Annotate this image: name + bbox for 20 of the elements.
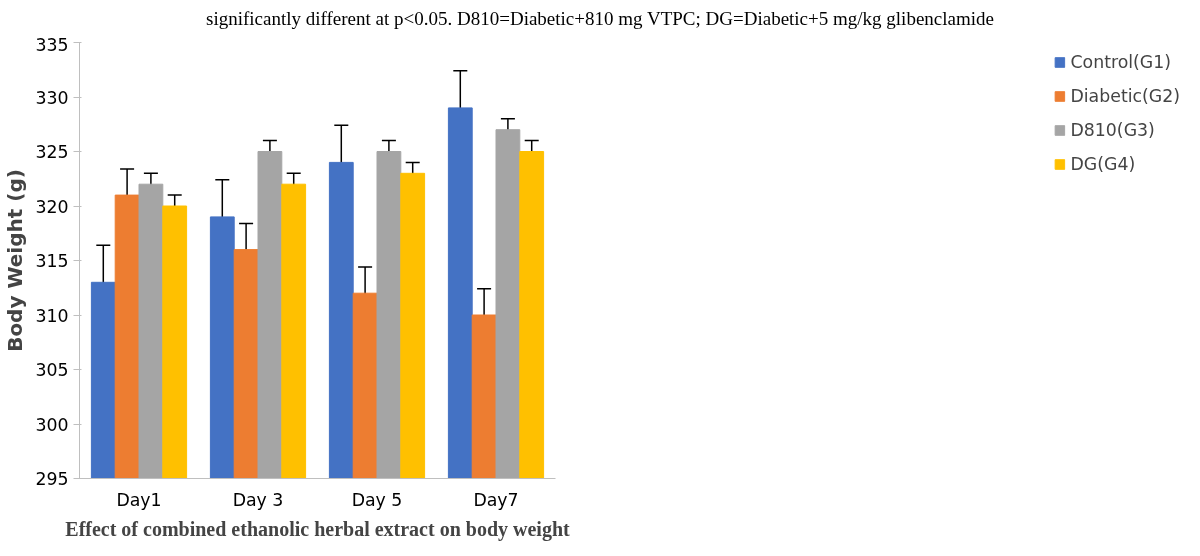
y-tick-label: 295: [35, 469, 69, 490]
y-tick-label: 330: [35, 87, 69, 108]
y-tick-label: 335: [35, 34, 69, 55]
x-tick-label: Day 5: [351, 489, 403, 510]
legend-label: D810(G3): [1070, 120, 1155, 141]
y-tick-label: 325: [35, 142, 69, 163]
y-tick-label: 310: [35, 305, 69, 326]
y-tick-label: 320: [35, 196, 69, 217]
legend-label: Diabetic(G2): [1070, 86, 1180, 107]
x-tick-label: Day 3: [232, 489, 284, 510]
y-tick-label: 300: [35, 414, 69, 435]
legend-label: Control(G1): [1070, 52, 1172, 73]
y-tick-label: 305: [35, 360, 69, 381]
x-tick-label: Day7: [473, 489, 519, 510]
y-axis-title: Body Weight (g): [3, 169, 28, 353]
x-axis-title: Effect of combined ethanolic herbal extract on body weight: [65, 517, 571, 541]
text: significantly different at p<0.05. D810=Diabetic+810 mg VTPC; DG=Diabetic+5 mg/kg glibenclamide: [206, 7, 994, 31]
legend-label: DG(G4): [1070, 154, 1136, 175]
y-tick-label: 315: [35, 251, 69, 272]
x-tick-label: Day1: [116, 489, 162, 510]
